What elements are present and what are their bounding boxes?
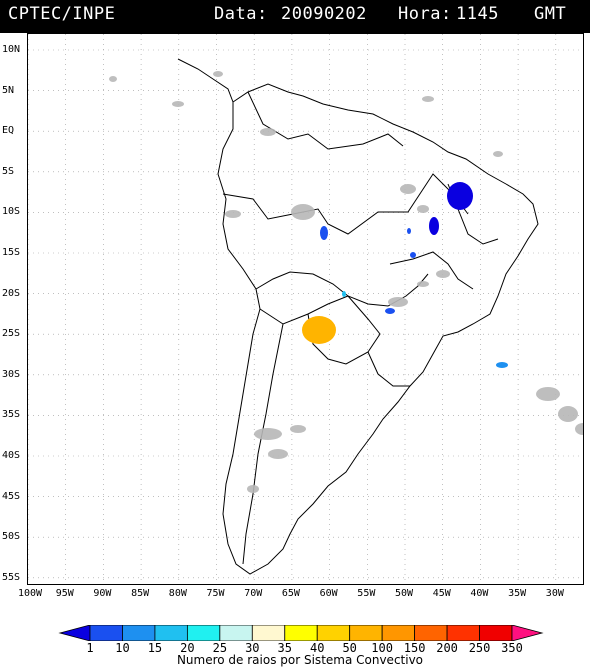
lat-label: 30S [2, 368, 21, 380]
system-atlantic [496, 362, 508, 368]
colorbar-box [479, 625, 513, 641]
colorbar-level-label: 50 [342, 641, 357, 655]
lat-label: 5N [2, 84, 15, 96]
lon-label: 75W [206, 588, 225, 599]
colorbar-min-arrow [58, 625, 91, 641]
lon-label: 50W [395, 588, 414, 599]
colorbar-box [349, 625, 383, 641]
colorbar-level-label: 350 [501, 641, 523, 655]
colorbar-box [414, 625, 448, 641]
colorbar-box [284, 625, 318, 641]
colorbar-level-label: 30 [245, 641, 260, 655]
lon-label: 100W [18, 588, 43, 599]
continent-outline [177, 58, 539, 575]
system-goias [410, 252, 416, 258]
colorbar-level-label: 100 [371, 641, 393, 655]
colorbar-max-arrow [511, 625, 544, 641]
colorbar-box [219, 625, 253, 641]
colorbar-level-label: 10 [115, 641, 130, 655]
colorbar-box [122, 625, 156, 641]
colorbar-box [154, 625, 188, 641]
lat-label: 45S [2, 490, 21, 502]
lon-label: 80W [168, 588, 187, 599]
colorbar-level-label: 20 [180, 641, 195, 655]
header-timezone: GMT [534, 4, 567, 24]
header-date-value: 20090202 [281, 4, 367, 24]
colorbar-level-label: 40 [309, 641, 325, 655]
lat-label: 20S [2, 287, 21, 299]
colorbar-level-label: 15 [147, 641, 163, 655]
system-paraguay-argentina [302, 316, 336, 344]
colorbar-level-label: 250 [468, 641, 491, 655]
colorbar-box [186, 625, 221, 641]
lat-label: EQ [2, 125, 15, 137]
header-source: CPTEC/INPE [8, 4, 116, 24]
lat-label: 50S [2, 531, 21, 543]
lat-lon-grid [28, 34, 583, 584]
colorbar-level-label: 25 [212, 641, 228, 655]
lon-label: 35W [508, 588, 527, 599]
lon-label: 90W [93, 588, 112, 599]
map-canvas [28, 34, 583, 584]
convective-systems [302, 182, 508, 368]
system-bolivia [342, 291, 346, 297]
system-bahia-small [429, 217, 439, 235]
colorbar-box [381, 625, 416, 641]
colorbar-labels: 1 10 15 20 25 30 35 40 50 100 150 200 250 350 [0, 641, 600, 655]
lon-label: 60W [319, 588, 338, 599]
lat-label: 25S [2, 328, 21, 340]
lon-label: 45W [432, 588, 451, 599]
lat-label: 35S [2, 409, 21, 421]
lat-label: 15S [2, 247, 21, 258]
colorbar-level-label: 200 [436, 641, 458, 655]
colorbar-level-label: 35 [277, 641, 292, 655]
lat-label: 10S [2, 206, 21, 218]
system-sao-paulo [385, 308, 395, 314]
system-minas [407, 228, 411, 234]
lat-label: 55S [2, 571, 21, 583]
lat-label: 40S [2, 450, 21, 461]
lat-label: 10N [2, 44, 21, 55]
header-hour-label: Hora: [398, 4, 452, 24]
map-frame [27, 33, 584, 585]
colorbar-title: Numero de raios por Sistema Convectivo [176, 653, 424, 667]
map-header: CPTEC/INPE Data: 20090202 Hora: 1145 GMT [0, 0, 590, 33]
lon-label: 65W [281, 588, 300, 599]
lat-label: 5S [2, 165, 15, 177]
colorbar-box [446, 625, 480, 641]
lon-label: 30W [545, 588, 564, 599]
colorbar-box [89, 625, 123, 641]
lon-label: 95W [55, 588, 74, 599]
colorbar-box [251, 625, 286, 641]
lon-label: 55W [357, 588, 376, 599]
system-mato-grosso [320, 226, 328, 240]
lon-label: 70W [244, 588, 263, 599]
lon-label: 40W [470, 588, 489, 599]
header-date-label: Data: [214, 4, 268, 24]
colorbar-level-label: 1 [86, 641, 94, 655]
colorbar-box [316, 625, 351, 641]
colorbar [58, 625, 544, 641]
header-hour-value: 1145 [456, 4, 499, 24]
cloud-patches [109, 71, 583, 493]
system-bahia-large [447, 182, 473, 210]
lon-label: 85W [131, 588, 150, 599]
colorbar-level-label: 150 [403, 641, 426, 655]
